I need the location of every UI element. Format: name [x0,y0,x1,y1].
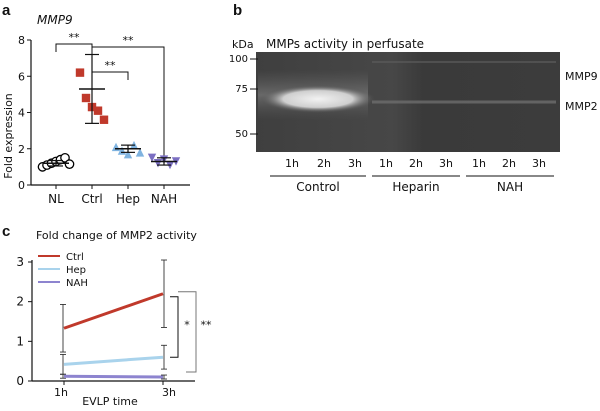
point-Hep [123,149,133,159]
x-tick-label-NAH: NAH [151,192,177,206]
group-label-control: Control [296,180,339,194]
panel-c-chart: Fold change of MMP2 activity EVLP time 0… [16,229,212,408]
x-tick-label-NL: NL [48,192,64,206]
point-Hep [111,142,121,152]
point-Ctrl [75,68,85,77]
c-sig-bracket-ctrl-nah [178,291,197,373]
lane-label-4: 1h [379,157,393,170]
c-y-tick-label-0: 0 [16,374,24,388]
c-y-tick-label-3: 3 [16,255,24,269]
point-NL [60,152,70,163]
c-y-tick-label-1: 1 [16,334,24,348]
sig-label-NL-Ctrl: ** [69,31,81,44]
series-line-NAH [63,374,164,379]
panel-label-c: c [2,223,10,240]
lane-label-7: 1h [472,157,486,170]
panel-b-gel: kDa MMPs activity in perfusate [229,37,598,194]
point-NAH [153,159,163,168]
c-sig-bracket-ctrl-hep [170,296,179,358]
panel-label-a: a [2,2,11,19]
c-x-tick-label-3h: 3h [162,386,176,399]
lane-label-8: 2h [502,157,516,170]
x-tick-label-Hep: Hep [116,192,140,206]
legend-label-NAH: NAH [66,278,88,289]
point-Ctrl [81,93,91,103]
series-line-Hep [63,355,164,366]
lane-label-5: 2h [409,157,423,170]
panel-c-xlabel: EVLP time [82,395,138,408]
panel-label-b: b [233,2,242,19]
x-tick-label-Ctrl: Ctrl [81,192,102,206]
sig-bracket-Ctrl-NAH [91,46,165,162]
y-tick-label-4: 4 [18,107,25,120]
point-NAH [147,153,157,163]
c-y-tick-label-2: 2 [16,295,24,309]
point-Ctrl [93,106,103,115]
y-tick-label-6: 6 [18,70,25,83]
lane-label-6: 3h [439,157,453,170]
c-sig-label-ctrl-nah: ** [201,319,213,332]
marker-100: 100 [229,54,248,65]
sig-label-Ctrl-Hep: ** [105,59,117,72]
series-line-Ctrl [63,292,164,330]
sig-bracket-NL-Ctrl [55,43,93,52]
gel-kda-label: kDa [232,38,254,51]
y-tick-label-2: 2 [18,143,25,156]
c-sig-label-ctrl-hep: * [184,319,190,332]
sig-label-Ctrl-NAH: ** [123,34,135,47]
group-label-nah: NAH [497,180,523,194]
legend-label-Hep: Hep [66,265,86,276]
y-tick-label-8: 8 [18,34,25,47]
lane-label-1: 1h [285,157,299,170]
marker-50: 50 [235,129,248,140]
sig-bracket-Ctrl-Hep [91,71,129,80]
band-label-mmp2: MMP2 [565,100,598,113]
marker-75: 75 [235,84,248,95]
y-tick-label-0: 0 [18,179,25,192]
lane-label-2: 2h [317,157,331,170]
panel-a-ylabel: Fold expression [2,93,15,179]
band-label-mmp9: MMP9 [565,70,598,83]
point-NL [64,159,75,170]
c-x-tick-label-1h: 1h [54,386,68,399]
point-Ctrl [99,115,109,124]
lane-label-9: 3h [532,157,546,170]
gel-title: MMPs activity in perfusate [266,37,424,51]
legend-label-Ctrl: Ctrl [66,252,84,263]
panel-a-title: MMP9 [37,13,73,27]
panel-c-title: Fold change of MMP2 activity [36,229,197,242]
gel-band-control-mmp2 [260,85,376,113]
lane-label-3: 3h [348,157,362,170]
group-label-heparin: Heparin [392,180,439,194]
point-Hep [135,148,145,157]
